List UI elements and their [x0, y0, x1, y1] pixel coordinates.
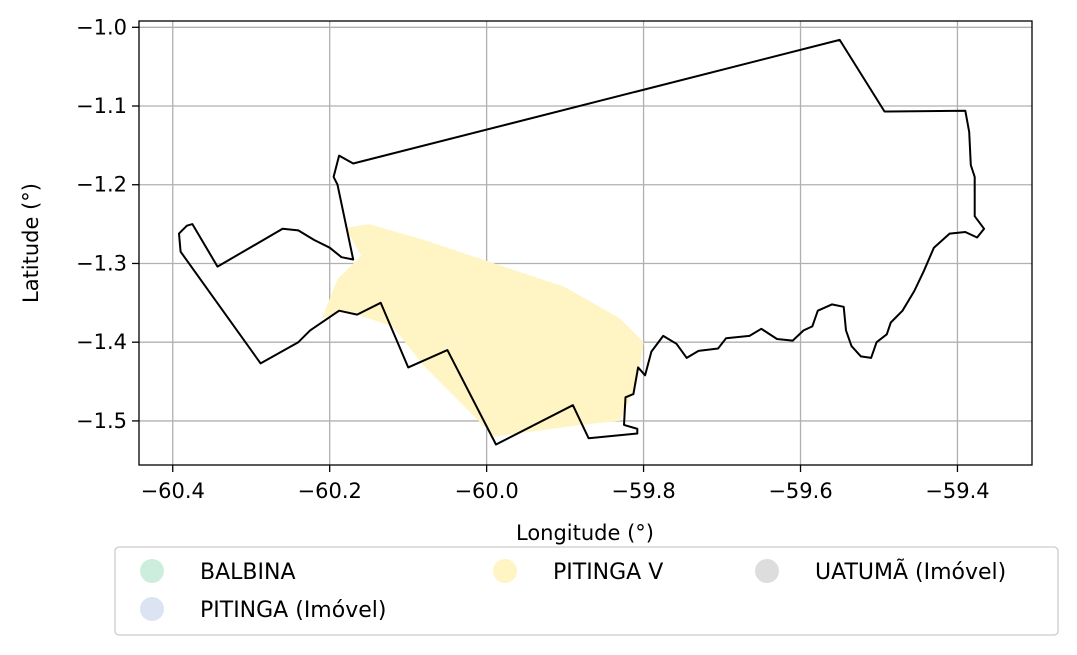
- y-tick-label: −1.4: [76, 330, 127, 354]
- x-axis-title: Longitude (°): [516, 521, 654, 545]
- legend-marker-pitinga-im-vel: [140, 597, 164, 621]
- boundary-layer: [178, 38, 986, 446]
- pitinga-v-area: [321, 224, 644, 437]
- legend-marker-uatum-im-vel: [755, 559, 779, 583]
- axes-frame: [138, 20, 1033, 466]
- legend-label-balbina: BALBINA: [200, 560, 296, 585]
- legend-items: BALBINA PITINGA V UATUMÃ (Imóvel) PITINGA (…: [140, 558, 1006, 623]
- property-boundary: [178, 38, 986, 446]
- pitinga-v-area-layer: [321, 224, 644, 437]
- x-tick-label: −60.0: [454, 479, 518, 503]
- legend-marker-balbina: [140, 559, 164, 583]
- y-tick-label: −1.0: [76, 15, 127, 39]
- legend: BALBINA PITINGA V UATUMÃ (Imóvel) PITINGA (…: [114, 546, 1059, 636]
- tick-layer: −60.4 −60.2 −60.0 −59.8 −59.6 −59.4 −1.0 −1.1 −1…: [76, 15, 990, 503]
- y-tick-label: −1.5: [76, 409, 127, 433]
- y-tick-label: −1.3: [76, 251, 127, 275]
- legend-label-pitinga-im-vel: PITINGA (Imóvel): [200, 598, 386, 623]
- legend-marker-pitinga-v: [493, 559, 517, 583]
- legend-label-uatum-im-vel: UATUMÃ (Imóvel): [815, 558, 1006, 585]
- legend-frame: [114, 546, 1059, 636]
- y-axis-title: Latitude (°): [19, 183, 43, 303]
- x-tick-label: −59.8: [611, 479, 675, 503]
- x-tick-label: −59.6: [768, 479, 832, 503]
- legend-label-pitinga-v: PITINGA V: [553, 560, 663, 585]
- x-tick-label: −60.2: [298, 479, 362, 503]
- y-tick-label: −1.2: [76, 173, 127, 197]
- y-tick-label: −1.1: [76, 94, 127, 118]
- x-tick-label: −60.4: [141, 479, 205, 503]
- x-tick-label: −59.4: [925, 479, 989, 503]
